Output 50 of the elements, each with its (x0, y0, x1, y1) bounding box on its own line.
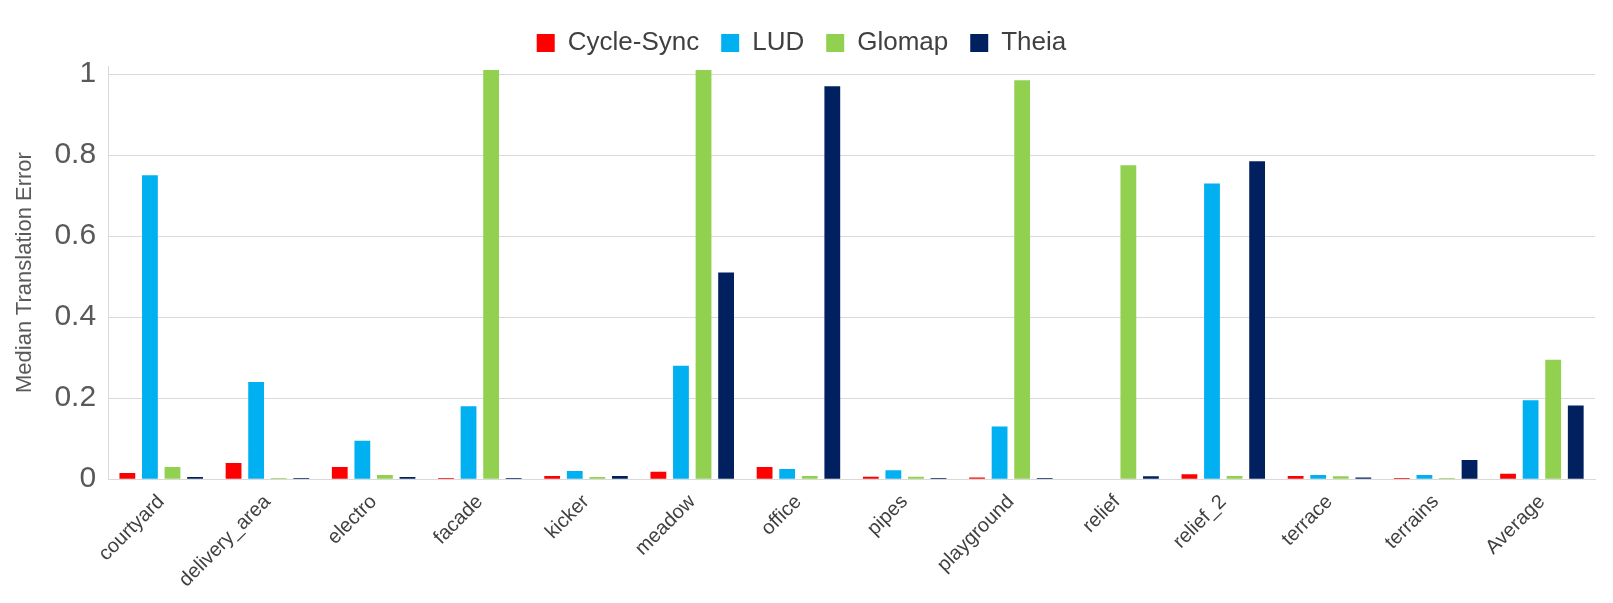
y-tick-label: 0.2 (54, 379, 97, 413)
bar (1181, 474, 1198, 479)
bar (779, 469, 796, 479)
bar (544, 475, 561, 479)
bar (991, 426, 1008, 479)
bar (460, 406, 477, 479)
bar (1416, 475, 1433, 479)
y-tick-label: 0.8 (54, 136, 97, 170)
y-tick-label: 0.6 (54, 217, 97, 251)
bar (1567, 405, 1584, 479)
bar (824, 86, 841, 479)
bar (164, 466, 181, 479)
bar (1014, 80, 1031, 479)
bar (225, 462, 242, 479)
bar (483, 70, 500, 479)
bar (1249, 161, 1266, 479)
bar (1287, 475, 1304, 479)
bar (1120, 165, 1137, 479)
legend-label: Cycle-Sync (567, 26, 700, 57)
bar (354, 440, 371, 479)
bar (673, 365, 689, 479)
bar (718, 272, 734, 479)
bar (695, 70, 712, 479)
bar (119, 473, 136, 479)
bar (248, 381, 265, 479)
bar (1332, 476, 1349, 479)
legend-label: LUD (752, 26, 805, 57)
bar (885, 470, 902, 479)
bar (1500, 473, 1516, 479)
bar (756, 466, 773, 479)
bar (1522, 400, 1539, 479)
legend-label: Theia (1001, 26, 1067, 57)
bar (1545, 359, 1562, 479)
bar (142, 175, 158, 479)
bar (1143, 476, 1159, 479)
bar (1226, 475, 1243, 479)
bar (331, 466, 348, 479)
bar (650, 471, 667, 479)
bar (1204, 183, 1220, 479)
bar (801, 475, 818, 479)
legend-label: Glomap (857, 26, 949, 57)
y-tick-label: 1 (79, 55, 97, 89)
bar (377, 475, 393, 479)
y-tick-label: 0 (79, 460, 97, 494)
bar (1461, 460, 1478, 479)
bar (1310, 475, 1327, 479)
y-tick-label: 0.4 (54, 298, 97, 332)
y-axis-title: Median Translation Error (11, 152, 37, 394)
bar (611, 475, 628, 479)
bar (566, 471, 583, 479)
